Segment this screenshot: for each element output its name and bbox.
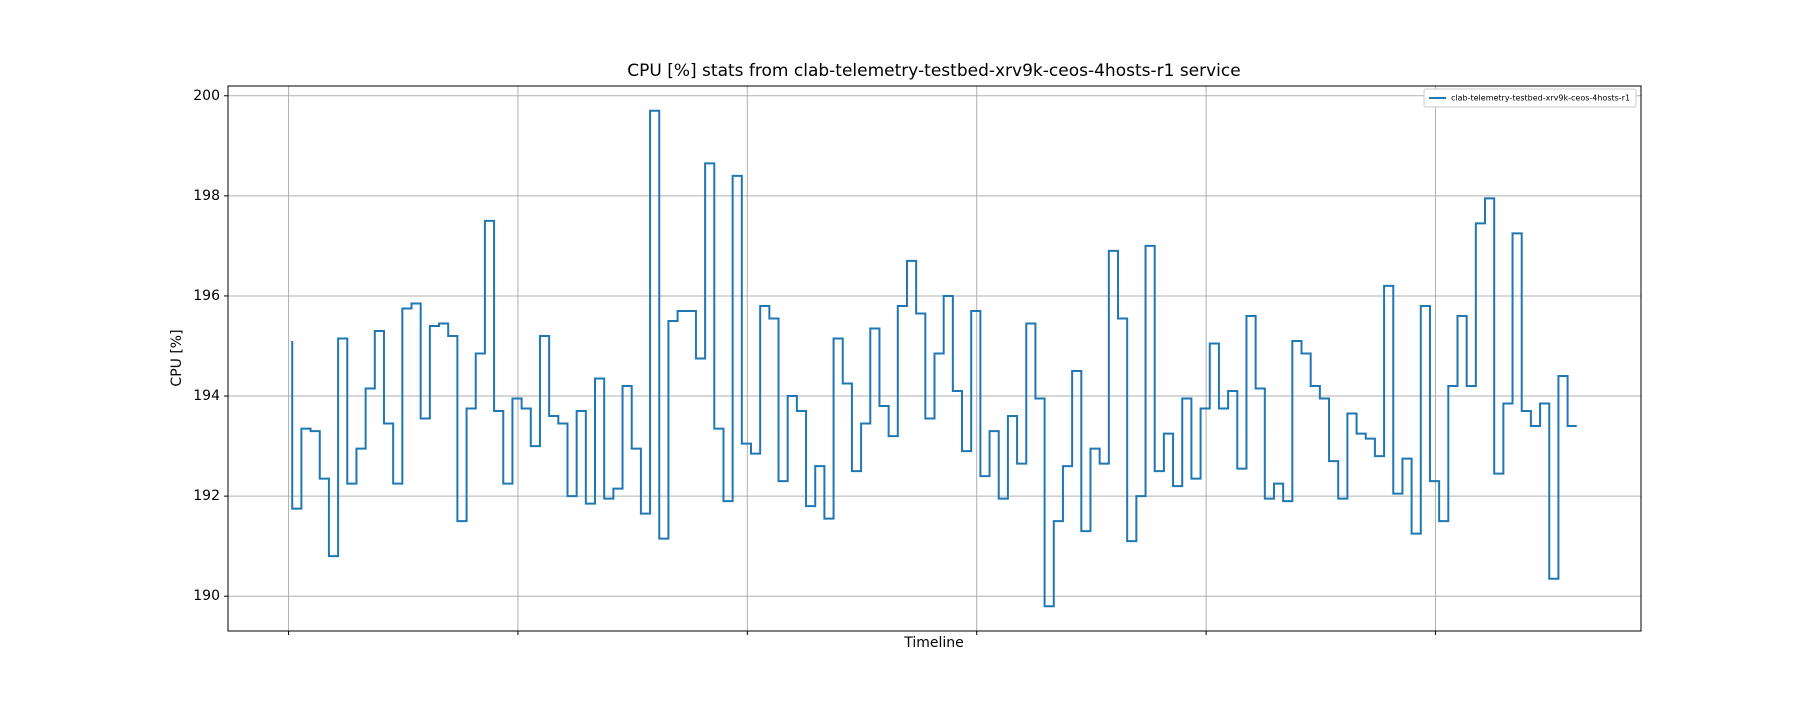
- y-axis-label: CPU [%]: [169, 329, 185, 386]
- y-tick-label: 196: [193, 288, 220, 304]
- x-axis-label: Timeline: [903, 635, 964, 651]
- y-tick-label: 190: [193, 588, 220, 604]
- y-tick-label: 194: [193, 388, 220, 404]
- plot-frame: [227, 85, 1642, 632]
- y-tick-label: 200: [193, 88, 220, 104]
- y-tick-label: 192: [193, 488, 220, 504]
- step-line: [291, 109, 1577, 608]
- y-tick-label: 198: [193, 188, 220, 204]
- legend-label: clab-telemetry-testbed-xrv9k-ceos-4hosts…: [1451, 94, 1630, 103]
- legend-box: [1423, 88, 1637, 108]
- chart-title: CPU [%] stats from clab-telemetry-testbe…: [627, 61, 1240, 81]
